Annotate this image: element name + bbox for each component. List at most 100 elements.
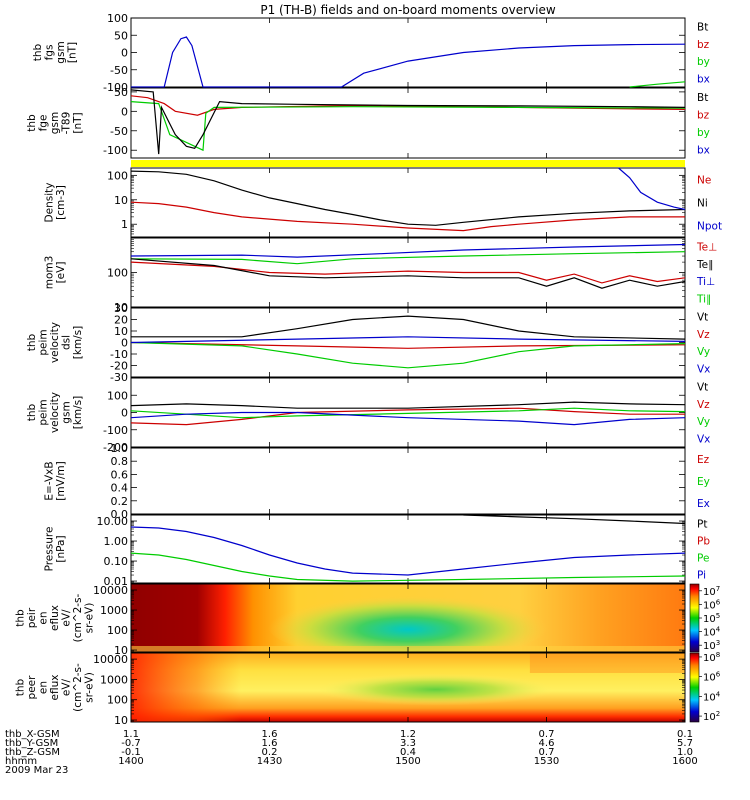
- legend-entry: Bt: [697, 22, 708, 34]
- spectrogram-left-region: [131, 653, 241, 722]
- y-tick-label: 100: [107, 169, 128, 182]
- y-axis-label: eV/: [61, 678, 73, 696]
- y-axis-label: peim: [38, 399, 50, 425]
- y-tick-label: 0: [121, 407, 128, 420]
- series-line-Pi: [131, 526, 685, 576]
- y-tick-label: 10000: [93, 653, 128, 666]
- y-axis-label: peim: [38, 329, 50, 355]
- y-tick-label: 50: [114, 86, 128, 99]
- series-group: [131, 167, 685, 232]
- y-tick-label: 10: [114, 325, 128, 338]
- y-tick-label: 30: [114, 302, 128, 315]
- y-tick-label: 0.0: [111, 508, 129, 521]
- y-tick-label: 1000: [100, 673, 128, 686]
- y-axis-label: en: [38, 681, 50, 694]
- orbit-value: 3.3: [400, 738, 416, 749]
- y-tick-label: -100: [103, 144, 128, 157]
- legend-entry: Pi: [697, 570, 706, 582]
- panel-frame: [130, 307, 686, 378]
- yellow-quality-bar: [131, 160, 685, 167]
- series-line-Pe: [131, 552, 685, 582]
- y-axis-label: (cm^2-s-: [72, 593, 84, 642]
- spectrogram-low-flux-region: [268, 592, 548, 660]
- series-line-Ti∥: [131, 251, 685, 265]
- series-line-Ni: [131, 170, 685, 226]
- legend-entry: Vz: [697, 329, 710, 341]
- legend-entry: Ex: [697, 498, 710, 510]
- legend-entry: Vy: [697, 416, 710, 428]
- series-line-Npot: [618, 167, 685, 211]
- y-axis-label: [nT]: [72, 112, 84, 133]
- y-tick-label: 100: [107, 624, 128, 637]
- y-axis-label: dsl: [61, 335, 73, 350]
- y-tick-label: 10: [114, 301, 128, 314]
- y-axis-label: eV/: [61, 609, 73, 627]
- y-axis-label: E=-VxB: [43, 461, 55, 500]
- colorbar: [689, 583, 700, 653]
- series-line-Ti⊥: [131, 243, 685, 258]
- series-line-bx: [131, 36, 685, 88]
- y-axis-label: [nT]: [66, 42, 78, 63]
- panel-frame: [130, 87, 686, 159]
- y-tick-label: -10: [110, 348, 128, 361]
- panel-6: 100 0 -100 -200 thb peim velocity gsm [km/s] Vt Vz…: [26, 377, 710, 454]
- series-group: [131, 514, 685, 582]
- y-tick-label: 10: [114, 194, 128, 207]
- y-axis-label: thb: [15, 609, 27, 627]
- panel-frame: [130, 17, 686, 88]
- legend-entry: bx: [697, 73, 710, 85]
- colorbar-tick-label: 105: [703, 612, 720, 625]
- orbit-value: 1.6: [262, 729, 278, 740]
- y-tick-label: 1: [121, 218, 128, 231]
- y-axis-label: eflux: [49, 675, 61, 701]
- series-line-Pt: [463, 514, 685, 525]
- y-tick-label: 100: [107, 267, 128, 280]
- y-tick-label: 0: [121, 47, 128, 60]
- legend-entry: Pb: [697, 536, 710, 548]
- legend-entry: Vz: [697, 399, 710, 411]
- panel-7: 1.00.80.60.40.20.0 E=-VxB [mV/m] Ez Ey Ex: [43, 442, 710, 521]
- y-axis-label: [km/s]: [72, 326, 84, 360]
- y-tick-label: 0.6: [111, 468, 129, 481]
- legend-entry: bz: [697, 109, 710, 121]
- legend-entry: Te⊥: [696, 242, 717, 254]
- colorbar-tick-label: 102: [703, 710, 720, 723]
- y-tick-label: 10.00: [97, 515, 129, 528]
- colorbar-tick-label: 104: [703, 690, 721, 703]
- legend-entry: Bt: [697, 92, 708, 104]
- panel-2: 50 0 -50 -100 thb fge gsm -T89 [nT] Bt bz by bx: [26, 86, 710, 159]
- orbit-value: 0.7: [539, 747, 555, 758]
- series-line-Vz: [131, 407, 685, 426]
- spectrogram-upper-right-region: [529, 653, 685, 673]
- legend-entry: bz: [697, 39, 710, 51]
- orbit-value: -0.1: [121, 747, 141, 758]
- colorbar-tick-label: 106: [703, 598, 721, 611]
- panel-frame: [130, 237, 686, 308]
- y-axis-label: thb: [26, 114, 38, 132]
- y-tick-label: -200: [103, 441, 128, 454]
- series-line-by: [629, 81, 685, 88]
- series-line-Vy: [131, 407, 685, 419]
- legend-entry: Vx: [697, 433, 710, 445]
- orbit-value: 1.6: [262, 738, 278, 749]
- y-axis-label: gsm: [61, 401, 73, 423]
- y-axis-label: thb: [26, 333, 38, 351]
- series-line-Vx: [131, 336, 685, 344]
- colorbar-tick-label: 107: [703, 585, 720, 598]
- legend-entry: Vt: [697, 312, 708, 324]
- y-tick-label: 0: [121, 105, 128, 118]
- y-axis-label: gsm: [55, 41, 67, 63]
- y-tick-label: -100: [103, 81, 128, 94]
- panel-10: 108 106 104 102 10000 1000 100 10 thb peer en eflux…: [15, 651, 721, 727]
- legend-entry: Vt: [697, 382, 708, 394]
- y-tick-label: 10: [114, 644, 128, 657]
- series-line-Ne: [131, 201, 685, 232]
- legend-entry: Ez: [697, 454, 710, 466]
- panel-1: 100 50 0 -50 -100 thb fgs gsm [nT] Bt bz by bx: [32, 12, 710, 94]
- colorbar: [689, 652, 700, 723]
- y-axis-label: Pressure: [43, 527, 55, 572]
